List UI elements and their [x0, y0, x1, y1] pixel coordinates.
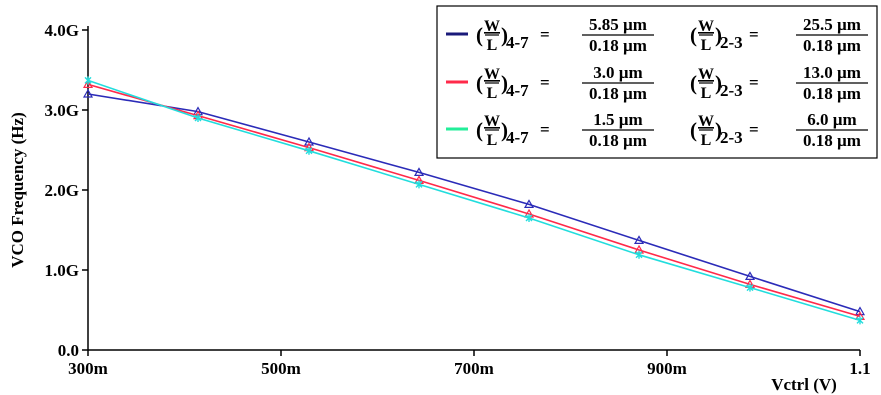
- data-point-marker: [856, 316, 864, 325]
- data-point-marker: [82, 79, 94, 89]
- fraction-numerator: 13.0 µm: [803, 63, 861, 82]
- data-point-marker: [82, 88, 94, 98]
- paren-right: ): [501, 23, 508, 47]
- data-point-marker: [303, 136, 315, 146]
- ratio-denominator: L: [701, 37, 712, 54]
- ratio-subscript: 4-7: [506, 33, 529, 52]
- y-tick-label: 0.0: [58, 341, 79, 360]
- series-layer: [82, 76, 866, 325]
- x-tick-label: 500m: [261, 359, 301, 378]
- legend-entry: (WL)4-7 =1.5 µm0.18 µm(WL)2-3 =6.0 µm0.18 …: [446, 110, 868, 150]
- equals-sign: =: [540, 120, 550, 139]
- data-point-marker: [194, 114, 202, 122]
- y-tick-label: 3.0G: [45, 101, 79, 120]
- fraction-numerator: 5.85 µm: [589, 15, 647, 34]
- paren-left: (: [476, 23, 483, 47]
- equals-sign: =: [749, 120, 759, 139]
- paren-left: (: [690, 71, 697, 95]
- fraction-denominator: 0.18 µm: [803, 84, 861, 103]
- data-point-marker: [523, 199, 535, 208]
- paren-right: ): [715, 23, 722, 47]
- data-point-marker: [415, 180, 423, 189]
- equals-sign: =: [749, 73, 759, 92]
- ratio-denominator: L: [701, 85, 712, 102]
- y-tick-label: 4.0G: [45, 21, 79, 40]
- data-point-marker: [633, 235, 645, 244]
- paren-left: (: [476, 71, 483, 95]
- x-tick-label: 1.1: [849, 359, 870, 378]
- ratio-subscript: 2-3: [720, 128, 743, 147]
- series-line: [87, 79, 861, 322]
- fraction-denominator: 0.18 µm: [589, 131, 647, 150]
- ratio-numerator: W: [484, 66, 500, 83]
- fraction-denominator: 0.18 µm: [589, 36, 647, 55]
- paren-right: ): [715, 118, 722, 142]
- data-point-marker: [84, 76, 92, 85]
- ratio-subscript: 2-3: [720, 33, 743, 52]
- fraction-denominator: 0.18 µm: [589, 84, 647, 103]
- x-tick-label: 700m: [454, 359, 494, 378]
- series-line: [87, 83, 861, 318]
- y-tick-label: 1.0G: [45, 261, 79, 280]
- equals-sign: =: [540, 25, 550, 44]
- data-point-marker: [305, 146, 313, 155]
- ratio-denominator: L: [487, 85, 498, 102]
- y-axis-title: VCO Frequency (Hz): [8, 112, 27, 268]
- fraction-numerator: 25.5 µm: [803, 15, 861, 34]
- ratio-numerator: W: [484, 113, 500, 130]
- paren-right: ): [501, 71, 508, 95]
- legend-box: [436, 5, 878, 159]
- data-point-marker: [854, 306, 866, 316]
- fraction-denominator: 0.18 µm: [803, 131, 861, 150]
- fraction-numerator: 1.5 µm: [593, 110, 642, 129]
- x-axis-title: Vctrl (V): [771, 375, 837, 394]
- x-tick-label: 900m: [647, 359, 687, 378]
- ratio-numerator: W: [484, 18, 500, 35]
- x-tick-label: 300m: [68, 359, 108, 378]
- ratio-numerator: W: [698, 113, 714, 130]
- paren-left: (: [476, 118, 483, 142]
- equals-sign: =: [749, 25, 759, 44]
- y-tick-label: 2.0G: [45, 181, 79, 200]
- paren-left: (: [690, 23, 697, 47]
- legend: (WL)4-7 =5.85 µm0.18 µm(WL)2-3 =25.5 µm0.1…: [436, 5, 878, 159]
- paren-right: ): [715, 71, 722, 95]
- y-ticks: 0.0 1.0G 2.0G 3.0G 4.0G: [45, 21, 88, 360]
- ratio-denominator: L: [701, 132, 712, 149]
- ratio-subscript: 2-3: [720, 81, 743, 100]
- data-point-marker: [746, 283, 754, 292]
- equals-sign: =: [540, 73, 550, 92]
- ratio-subscript: 4-7: [506, 128, 529, 147]
- paren-left: (: [690, 118, 697, 142]
- legend-entry: (WL)4-7 =5.85 µm0.18 µm(WL)2-3 =25.5 µm0.1…: [446, 15, 868, 55]
- legend-entry: (WL)4-7 =3.0 µm0.18 µm(WL)2-3 =13.0 µm0.18…: [446, 63, 868, 103]
- paren-right: ): [501, 118, 508, 142]
- series-3: [84, 76, 864, 325]
- x-ticks: 300m 500m 700m 900m 1.1: [68, 350, 871, 378]
- data-point-marker: [635, 250, 643, 259]
- series-line: [87, 93, 861, 313]
- fraction-denominator: 0.18 µm: [803, 36, 861, 55]
- ratio-numerator: W: [698, 18, 714, 35]
- ratio-denominator: L: [487, 37, 498, 54]
- data-point-marker: [525, 214, 533, 222]
- fraction-numerator: 3.0 µm: [593, 63, 642, 82]
- fraction-numerator: 6.0 µm: [807, 110, 856, 129]
- ratio-subscript: 4-7: [506, 81, 529, 100]
- ratio-denominator: L: [487, 132, 498, 149]
- ratio-numerator: W: [698, 66, 714, 83]
